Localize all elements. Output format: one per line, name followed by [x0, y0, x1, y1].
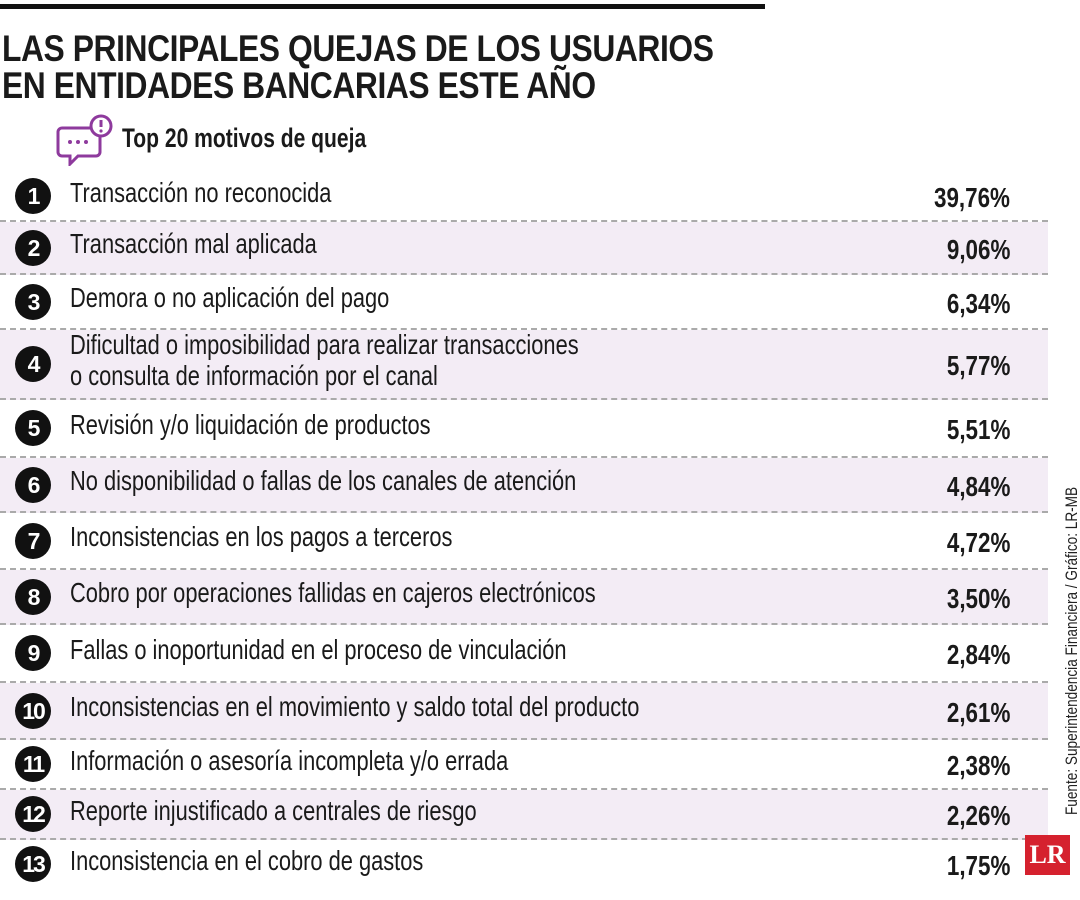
- row-label: Transacción mal aplicada: [70, 228, 317, 259]
- row: 2 Transacción mal aplicada 9,06%: [0, 222, 1048, 275]
- row-value: 3,50%: [946, 582, 1010, 614]
- rank-badge: 13: [15, 846, 51, 882]
- rank-badge: 5: [15, 410, 51, 446]
- rank-badge: 4: [15, 346, 51, 382]
- row-value: 4,72%: [946, 526, 1010, 558]
- row-value: 5,77%: [946, 350, 1010, 381]
- row-value: 9,06%: [946, 233, 1010, 265]
- row-label: Cobro por operaciones fallidas en cajero…: [70, 577, 596, 608]
- row-value: 6,34%: [946, 287, 1010, 319]
- row-label: Inconsistencia en el cobro de gastos: [70, 844, 424, 876]
- row-label: Inconsistencias en el movimiento y saldo…: [70, 691, 640, 722]
- row-value: 2,84%: [946, 639, 1010, 670]
- row-label: Revisión y/o liquidación de productos: [70, 408, 431, 440]
- row-label: Información o asesoría incompleta y/o er…: [70, 744, 509, 776]
- row-label: Fallas o inoportunidad en el proceso de …: [70, 633, 567, 665]
- row: 3 Demora o no aplicación del pago 6,34%: [0, 275, 1048, 330]
- top-rule: [0, 4, 765, 9]
- row-label: Demora o no aplicación del pago: [70, 282, 390, 313]
- subtitle: Top 20 motivos de queja: [122, 123, 367, 153]
- rank-badge: 3: [15, 283, 51, 320]
- row-label: No disponibilidad o fallas de los canale…: [70, 465, 577, 496]
- row-value: 2,26%: [946, 800, 1010, 831]
- row: 7 Inconsistencias en los pagos a terceros…: [0, 513, 1048, 570]
- row: 8 Cobro por operaciones fallidas en cajer…: [0, 570, 1048, 625]
- source: Fuente: Superintendencia Financiera / Gr…: [1062, 486, 1080, 815]
- row: 11 Información o asesoría incompleta y/o …: [0, 740, 1048, 790]
- row-value: 5,51%: [946, 414, 1010, 445]
- rank-badge: 10: [15, 692, 51, 729]
- row: 10 Inconsistencias en el movimiento y sal…: [0, 683, 1048, 740]
- rank-badge: 6: [15, 466, 51, 503]
- row: 13 Inconsistencia en el cobro de gastos 1,…: [0, 840, 1048, 888]
- logo: LR: [1025, 835, 1070, 875]
- row-value: 1,75%: [946, 850, 1010, 881]
- rank-badge: 8: [15, 578, 51, 615]
- row: 5 Revisión y/o liquidación de productos 5,…: [0, 400, 1048, 458]
- row: 4 Dificultad o imposibilidad para realiza…: [0, 329, 1048, 400]
- row-label: Transacción no reconocida: [70, 176, 332, 208]
- title-line: EN ENTIDADES BANCARIAS ESTE AÑO: [2, 65, 596, 106]
- title-line: LAS PRINCIPALES QUEJAS DE LOS USUARIOS: [2, 28, 714, 69]
- rank-badge: 2: [15, 229, 51, 266]
- row-label: Dificultad o imposibilidad para realizar…: [70, 329, 579, 360]
- row-label: o consulta de información por el canal: [70, 360, 438, 391]
- row-label: Inconsistencias en los pagos a terceros: [70, 521, 453, 552]
- row-value: 2,61%: [946, 696, 1010, 728]
- complaint-icon: [56, 114, 113, 166]
- row-label: Reporte injustificado a centrales de rie…: [70, 794, 477, 826]
- rank-badge: 1: [15, 178, 51, 214]
- rank-badge: 9: [15, 635, 51, 671]
- row-value: 4,84%: [946, 470, 1010, 502]
- row-value: 2,38%: [946, 750, 1010, 781]
- row: 1 Transacción no reconocida 39,76%: [0, 172, 1048, 222]
- row: 9 Fallas o inoportunidad en el proceso de…: [0, 625, 1048, 683]
- rank-badge: 12: [15, 796, 51, 832]
- row: 12 Reporte injustificado a centrales de r…: [0, 790, 1048, 840]
- rank-badge: 11: [15, 746, 51, 782]
- row: 6 No disponibilidad o fallas de los canal…: [0, 458, 1048, 513]
- row-value: 39,76%: [934, 182, 1010, 213]
- rank-badge: 7: [15, 522, 51, 559]
